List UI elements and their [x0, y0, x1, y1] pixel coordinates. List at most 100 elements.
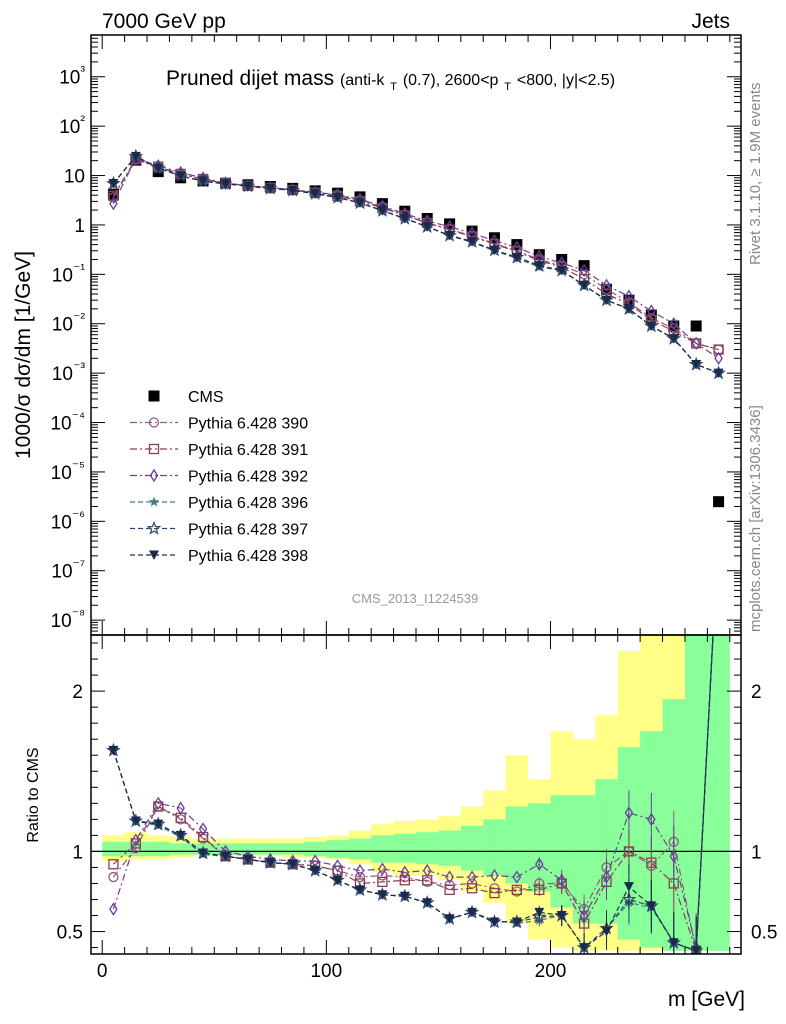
top-y-tick-label: 10⁻⁸	[51, 606, 86, 632]
ratio-point	[623, 882, 634, 892]
ratio-point	[333, 859, 342, 873]
ratio-point	[109, 902, 118, 916]
ratio-point	[646, 901, 657, 911]
green-band	[281, 843, 304, 855]
data-point	[377, 206, 388, 216]
series-5	[106, 148, 726, 380]
legend-marker	[149, 468, 159, 483]
ratio-y-tick-label: 0.5	[57, 923, 83, 944]
x-axis-label: m [GeV]	[668, 988, 745, 1011]
ratio-point	[130, 816, 141, 826]
series-line	[112, 158, 719, 351]
green-band	[438, 830, 461, 866]
data-point	[198, 176, 209, 187]
ratio-point	[579, 908, 589, 923]
ratio-point	[198, 848, 209, 859]
ratio-point	[197, 831, 209, 843]
ratio-frame	[90, 634, 742, 955]
ratio-ylabel: Ratio to CMS	[25, 747, 42, 842]
data-point	[467, 237, 478, 247]
data-point	[556, 265, 567, 276]
ratio-point	[512, 870, 522, 884]
ratio-y-tick-label-right: 0.5	[751, 923, 777, 944]
ratio-y-tick-label: 1	[72, 842, 83, 863]
legend-entry: Pythia 6.428 398	[130, 548, 308, 565]
data-point	[601, 295, 612, 306]
green-band	[505, 806, 529, 884]
top-y-tick-label: 10²	[59, 112, 85, 138]
ratio-panel: 0.5 0.5 1 1 2 2 0 100 200	[57, 525, 777, 982]
ratio-point	[198, 822, 208, 836]
green-band	[416, 832, 439, 865]
ratio-point	[714, 526, 724, 536]
legend: CMS Pythia 6.428 390 Pythia 6.428 391 Pythi…	[130, 389, 308, 565]
data-point	[713, 496, 725, 508]
green-band	[528, 803, 551, 892]
ratio-point	[646, 857, 657, 868]
ratio-point	[242, 854, 253, 865]
ratio-point	[108, 859, 119, 870]
ratio-point	[713, 525, 724, 536]
data-point	[175, 171, 186, 181]
ratio-point	[668, 938, 679, 948]
data-point	[265, 183, 276, 194]
data-point	[108, 190, 119, 201]
ratio-point	[130, 838, 141, 849]
mcplots-label: mcplots.cern.ch [arXiv:1306.3436]	[747, 405, 764, 632]
series-line	[112, 158, 719, 351]
x-tick-label: 0	[97, 961, 108, 982]
ratio-point	[624, 806, 634, 820]
ratio-point	[445, 870, 454, 884]
ratio-point	[715, 525, 722, 536]
data-point	[579, 263, 589, 278]
ratio-point	[623, 846, 635, 857]
analysis-id: CMS_2013_I1224539	[352, 591, 479, 606]
ratio-series-3	[109, 525, 722, 954]
legend-marker	[148, 417, 160, 428]
top-frame	[90, 34, 742, 636]
x-tick-label: 200	[535, 961, 567, 982]
data-point	[332, 192, 343, 203]
top-y-tick-label: 10⁻⁶	[51, 507, 85, 533]
top-y-tick-label: 1	[74, 216, 85, 237]
ratio-line	[112, 636, 714, 948]
series-line	[112, 155, 719, 374]
series-line	[112, 155, 719, 374]
ratio-point	[647, 812, 656, 827]
data-point	[713, 344, 724, 355]
data-point	[107, 188, 119, 200]
green-band	[460, 825, 484, 871]
top-y-tick-label: 10⁻⁵	[51, 458, 85, 484]
ratio-point	[354, 871, 366, 883]
data-point	[399, 214, 410, 224]
data-point	[109, 196, 118, 211]
ratio-point	[444, 914, 455, 924]
ratio-point	[175, 830, 186, 841]
data-point	[713, 368, 724, 379]
green-band	[371, 835, 394, 863]
ratio-y-tick-label: 2	[72, 682, 83, 703]
legend-label: Pythia 6.428 391	[188, 442, 308, 459]
legend-marker	[146, 520, 162, 535]
green-band	[259, 843, 282, 855]
top-plot-area	[106, 148, 726, 508]
legend-marker	[148, 496, 160, 507]
top-panel: 10⁻⁸ 10⁻⁷ 10⁻⁶ 10⁻⁵ 10⁻⁴ 10⁻³ 10⁻² 10⁻¹ 1 10 10² 10…	[50, 34, 741, 636]
top-ylabel: 1000/σ dσ/dm [1/GeV]	[12, 251, 35, 459]
data-point	[511, 252, 522, 263]
data-point	[691, 359, 702, 370]
ratio-point	[220, 851, 231, 862]
ratio-axes: 0.5 0.5 1 1 2 2 0 100 200	[57, 635, 777, 982]
ratio-point	[467, 870, 477, 884]
top-y-tick-label: 10⁻⁷	[51, 557, 85, 583]
legend-entry: Pythia 6.428 391	[130, 442, 308, 459]
data-point	[646, 321, 657, 331]
data-point	[489, 245, 500, 256]
top-y-tick-label: 10⁻²	[52, 310, 86, 336]
x-tick-label: 100	[310, 961, 342, 982]
legend-label: Pythia 6.428 398	[188, 548, 308, 565]
top-y-axis: 10⁻⁸ 10⁻⁷ 10⁻⁶ 10⁻⁵ 10⁻⁴ 10⁻³ 10⁻² 10⁻¹ 1 10 10² 10…	[50, 34, 741, 636]
ratio-point	[399, 875, 410, 886]
ratio-point	[534, 907, 545, 918]
data-point	[623, 304, 634, 314]
